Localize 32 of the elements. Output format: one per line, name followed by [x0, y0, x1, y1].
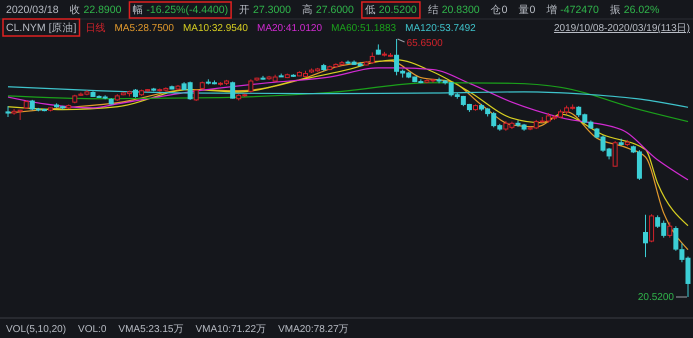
text: MA10:32.9540	[182, 23, 248, 34]
text: MA20:41.0120	[257, 23, 322, 34]
text: MA60:51.1883	[331, 23, 397, 34]
text: 幅 -16.25%(-4.4400)	[132, 4, 228, 16]
candlestick	[667, 222, 672, 238]
text: 仓0	[490, 4, 508, 16]
candlestick	[643, 214, 648, 258]
text: 振 26.02%	[610, 4, 660, 16]
text: 收 22.8900	[70, 4, 122, 16]
candlestick	[6, 106, 10, 118]
text: MA120:53.7492	[405, 23, 476, 34]
text: 高 27.6000	[302, 3, 354, 16]
text: 量0	[518, 4, 536, 16]
chart-subtitle: 2019/10/08-2020/03/19(113日)	[554, 23, 690, 34]
text: 日线	[85, 22, 106, 34]
text: 结 20.8300	[428, 3, 480, 16]
text: 增 -472470	[545, 4, 599, 16]
text: VOL(5,10,20)	[6, 324, 66, 335]
candlestick	[248, 78, 254, 93]
text: 低 20.5200	[364, 4, 417, 16]
text: VMA10:71.22万	[195, 324, 266, 335]
text: 开 27.3000	[239, 4, 292, 16]
annotation: 65.6500	[406, 38, 444, 49]
candlestick	[194, 89, 199, 102]
text: MA5:28.7500	[114, 23, 174, 34]
text: 2020/03/18	[6, 4, 59, 16]
candlestick	[612, 140, 618, 168]
text: VMA20:78.27万	[278, 324, 349, 335]
text: VMA5:23.15万	[118, 324, 184, 335]
annotation: 20.5200	[638, 292, 674, 303]
text: VOL:0	[78, 324, 107, 335]
chart-title: CL.NYM [原油]	[6, 21, 77, 34]
